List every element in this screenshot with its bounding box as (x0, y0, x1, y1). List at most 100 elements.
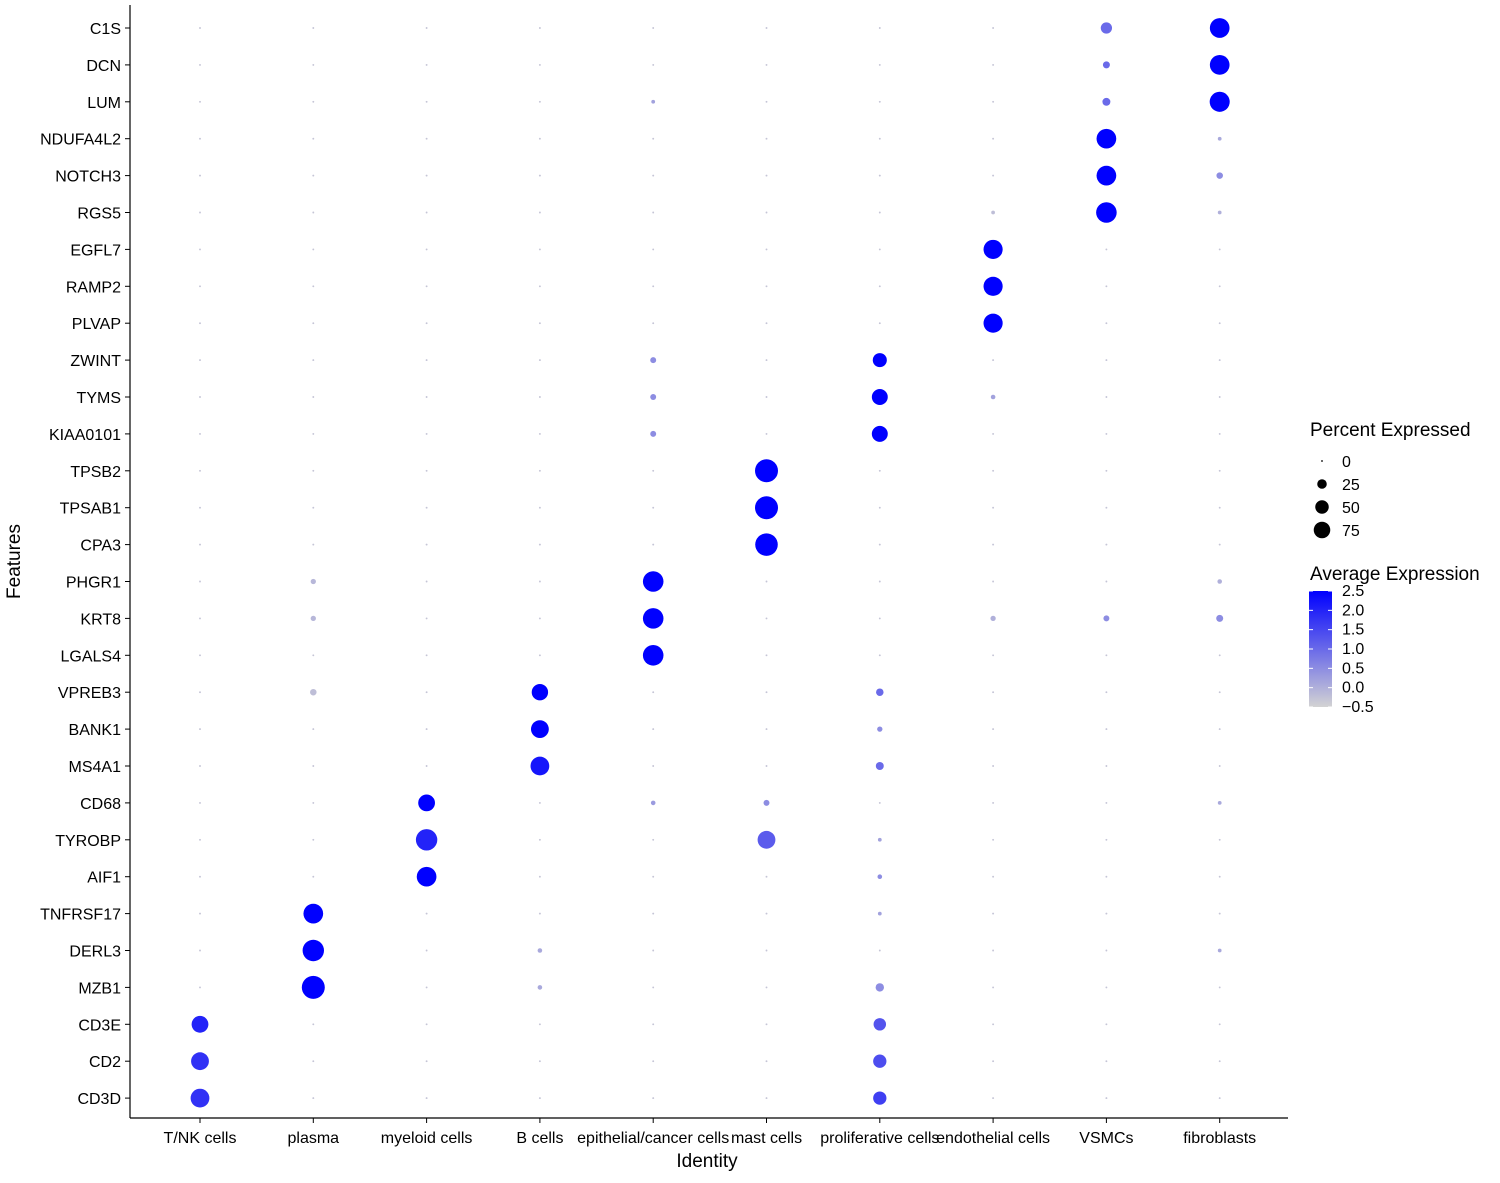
dot-cd3d-proliferative-cells (873, 1091, 887, 1105)
y-tick-label: RAMP2 (66, 279, 121, 296)
dot-lgals4-proliferative-cells (878, 654, 881, 657)
dot-cd68-t-nk-cells (199, 801, 201, 804)
dot-mzb1-plasma (301, 975, 325, 999)
dot-mzb1-b-cells (537, 985, 543, 990)
dot-tyms-vsmcs (1105, 396, 1108, 398)
dot-tpsab1-b-cells (538, 506, 541, 509)
dot-mzb1-myeloid-cells (425, 986, 428, 989)
dot-vpreb3-vsmcs (1105, 691, 1108, 694)
dot-lum-myeloid-cells (425, 100, 428, 103)
dot-phgr1-fibroblasts (1217, 579, 1222, 584)
dot-dcn-t-nk-cells (199, 63, 201, 66)
dot-dcn-epithelial-cancer-cells (652, 63, 655, 66)
dots-layer (190, 18, 1230, 1108)
y-tick-label: CD3E (78, 1017, 121, 1034)
dot-tpsab1-epithelial-cancer-cells (652, 506, 655, 509)
dot-dcn-mast-cells (765, 63, 768, 66)
dot-kiaa0101-epithelial-cancer-cells (650, 430, 657, 437)
dot-tnfrsf17-b-cells (538, 912, 541, 915)
dot-kiaa0101-t-nk-cells (199, 432, 201, 435)
dot-cd3d-mast-cells (765, 1097, 768, 1100)
y-tick-label: KIAA0101 (49, 427, 121, 444)
dot-lum-vsmcs (1102, 97, 1111, 106)
y-axis-title: Features (4, 524, 25, 599)
color-legend-label: 2.5 (1342, 583, 1364, 600)
dot-dcn-b-cells (538, 63, 541, 66)
dot-lgals4-myeloid-cells (425, 654, 428, 657)
dot-notch3-endothelial-cells (992, 174, 995, 177)
dot-cd3e-mast-cells (765, 1023, 768, 1026)
dot-tnfrsf17-plasma (303, 903, 324, 924)
y-tick-label: CD2 (89, 1054, 121, 1071)
dot-plvap-fibroblasts (1218, 322, 1221, 325)
dot-ramp2-epithelial-cancer-cells (652, 285, 655, 288)
dot-derl3-myeloid-cells (425, 949, 428, 952)
dot-derl3-plasma (302, 939, 325, 962)
dot-egfl7-endothelial-cells (983, 239, 1003, 259)
dot-mzb1-vsmcs (1105, 986, 1108, 989)
dot-tpsb2-t-nk-cells (199, 469, 201, 472)
dot-plvap-t-nk-cells (199, 322, 201, 325)
dot-ms4a1-mast-cells (765, 765, 768, 767)
dot-ndufa4l2-plasma (312, 137, 315, 140)
dot-cd2-endothelial-cells (992, 1060, 995, 1063)
dot-ramp2-plasma (312, 285, 315, 288)
dot-cd68-myeloid-cells (418, 794, 435, 812)
x-tick-label: endothelial cells (936, 1130, 1050, 1147)
dot-zwint-proliferative-cells (872, 353, 887, 368)
dot-cd2-plasma (312, 1060, 315, 1063)
dot-cpa3-b-cells (538, 543, 541, 546)
dot-lgals4-epithelial-cancer-cells (642, 645, 664, 666)
dot-kiaa0101-mast-cells (765, 432, 768, 435)
dot-vpreb3-proliferative-cells (876, 688, 884, 696)
dot-rgs5-vsmcs (1096, 202, 1117, 223)
dot-krt8-myeloid-cells (425, 617, 428, 620)
dot-phgr1-myeloid-cells (425, 580, 428, 583)
dot-lum-b-cells (538, 100, 541, 103)
dot-derl3-mast-cells (765, 949, 768, 952)
dot-krt8-vsmcs (1103, 615, 1110, 622)
dot-dcn-proliferative-cells (878, 63, 881, 66)
dot-rgs5-mast-cells (765, 211, 768, 214)
dot-notch3-fibroblasts (1216, 172, 1223, 179)
dot-tpsb2-vsmcs (1105, 469, 1108, 472)
dot-cd3d-fibroblasts (1218, 1097, 1221, 1100)
y-tick-label: NDUFA4L2 (40, 132, 121, 149)
dot-ms4a1-vsmcs (1105, 765, 1108, 767)
dot-bank1-mast-cells (765, 728, 768, 731)
dot-lgals4-plasma (312, 654, 315, 657)
x-tick-label: myeloid cells (381, 1130, 473, 1147)
dot-cd2-t-nk-cells (191, 1052, 209, 1071)
dot-tyrobp-myeloid-cells (415, 829, 438, 851)
dot-krt8-epithelial-cancer-cells (642, 608, 664, 629)
dot-c1s-myeloid-cells (425, 27, 428, 29)
dot-egfl7-vsmcs (1105, 248, 1108, 251)
dot-tyms-mast-cells (765, 396, 768, 398)
dot-cd3e-fibroblasts (1218, 1023, 1221, 1026)
dot-cd2-epithelial-cancer-cells (652, 1060, 655, 1063)
dot-bank1-t-nk-cells (199, 728, 201, 731)
dot-rgs5-proliferative-cells (878, 211, 881, 214)
y-tick-label: ZWINT (70, 353, 121, 370)
dot-aif1-b-cells (538, 875, 541, 878)
dot-derl3-epithelial-cancer-cells (652, 949, 655, 952)
size-legend-dot (1317, 479, 1327, 489)
dot-tyms-endothelial-cells (990, 394, 996, 400)
dot-ramp2-b-cells (538, 285, 541, 288)
dot-tyms-proliferative-cells (871, 389, 888, 405)
dot-cd68-vsmcs (1105, 801, 1108, 804)
dot-tnfrsf17-vsmcs (1105, 912, 1108, 915)
dot-tyms-t-nk-cells (199, 396, 201, 398)
dot-cd2-myeloid-cells (425, 1060, 428, 1063)
x-tick-label: mast cells (731, 1130, 802, 1147)
dot-plvap-epithelial-cancer-cells (652, 322, 655, 325)
size-legend-label: 75 (1342, 523, 1360, 540)
dot-cpa3-t-nk-cells (199, 543, 201, 546)
dot-ndufa4l2-endothelial-cells (992, 137, 995, 140)
dot-tyrobp-vsmcs (1105, 838, 1108, 841)
dot-egfl7-plasma (312, 248, 315, 251)
dot-lgals4-t-nk-cells (199, 654, 201, 657)
dot-kiaa0101-endothelial-cells (992, 432, 995, 435)
dot-mzb1-proliferative-cells (875, 983, 884, 992)
dot-rgs5-endothelial-cells (991, 210, 995, 215)
